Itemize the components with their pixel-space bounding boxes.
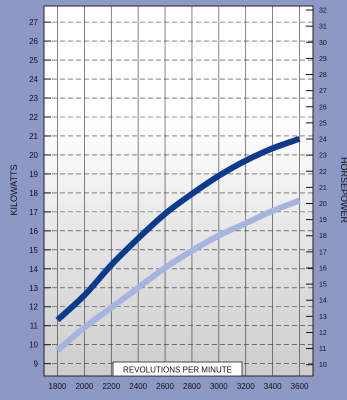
y-tick-label: 27 xyxy=(29,18,38,27)
y2-tick-label: 25 xyxy=(319,120,327,127)
y2-tick-label: 26 xyxy=(319,104,327,111)
series-line-2 xyxy=(55,197,301,353)
y2-tick-label: 22 xyxy=(319,169,327,176)
y-tick-label: 16 xyxy=(29,227,38,236)
grid xyxy=(44,6,313,376)
y2-tick-label: 18 xyxy=(319,233,327,240)
y2-tick-label: 17 xyxy=(319,249,327,256)
y2-tick-label: 32 xyxy=(319,8,327,15)
y-tick-label: 25 xyxy=(29,56,38,65)
y-axis-right: 10 11 12 13 14 15 16 17 18 19 20 21 22 23 24 25 26 27 28 29… xyxy=(306,8,327,369)
y2-tick-label: 12 xyxy=(319,330,327,337)
y-axis-title: KILOWATTS xyxy=(9,164,19,215)
y-tick-label: 22 xyxy=(29,113,38,122)
series-layer xyxy=(55,135,301,353)
x-tick-label: 1800 xyxy=(49,382,67,391)
y2-tick-label: 21 xyxy=(319,185,327,192)
y2-tick-label: 28 xyxy=(319,72,327,79)
x-tick-label: 2600 xyxy=(156,382,174,391)
x-tick-label: 2200 xyxy=(102,382,120,391)
y2-tick-label: 31 xyxy=(319,24,327,31)
x-tick-label: 3400 xyxy=(264,382,282,391)
y2-tick-label: 24 xyxy=(319,137,327,144)
x-tick-label: 3600 xyxy=(291,382,309,391)
y-tick-label: 20 xyxy=(29,151,38,160)
y-tick-label: 12 xyxy=(29,303,38,312)
y2-tick-label: 15 xyxy=(319,282,327,289)
y-tick-label: 10 xyxy=(29,341,38,350)
series-line-1 xyxy=(55,135,301,323)
x-axis: 1800 2000 2200 2400 2600 2800 3000 3200 3400 3600 xyxy=(49,382,309,391)
y2-tick-label: 10 xyxy=(319,362,327,369)
plot-area xyxy=(44,6,313,376)
y-tick-label: 15 xyxy=(29,246,38,255)
y-tick-label: 26 xyxy=(29,37,38,46)
y2-tick-label: 19 xyxy=(319,217,327,224)
y-tick-label: 24 xyxy=(29,75,38,84)
y-tick-label: 19 xyxy=(29,170,38,179)
y-axis-left: 9 10 11 12 13 14 15 16 17 18 19 20 21 22 23 24 25 26 27 xyxy=(29,18,51,369)
y-tick-label: 17 xyxy=(29,208,38,217)
y-tick-label: 13 xyxy=(29,284,38,293)
y-tick-label: 23 xyxy=(29,94,38,103)
y-tick-label: 21 xyxy=(29,132,38,141)
y2-tick-label: 11 xyxy=(319,346,326,353)
y2-tick-label: 16 xyxy=(319,265,327,272)
y-tick-label: 11 xyxy=(30,322,39,331)
x-tick-label: 3000 xyxy=(210,382,228,391)
y2-axis-title: HORSEPOWER xyxy=(339,157,347,224)
x-tick-label: 2800 xyxy=(183,382,201,391)
y2-tick-label: 23 xyxy=(319,153,327,160)
x-tick-label: 2000 xyxy=(75,382,93,391)
y2-tick-label: 30 xyxy=(319,40,327,47)
y2-tick-label: 27 xyxy=(319,88,327,95)
y2-tick-label: 13 xyxy=(319,314,327,321)
x-tick-label: 3200 xyxy=(237,382,255,391)
y2-tick-label: 14 xyxy=(319,298,327,305)
y2-tick-label: 20 xyxy=(319,201,327,208)
y-tick-label: 9 xyxy=(34,360,39,369)
x-axis-title-box xyxy=(112,361,243,377)
y-tick-label: 14 xyxy=(29,265,38,274)
y-tick-label: 18 xyxy=(29,189,38,198)
y2-tick-label: 29 xyxy=(319,56,327,63)
x-tick-label: 2400 xyxy=(129,382,147,391)
x-axis-title: REVOLUTIONS PER MINUTE xyxy=(123,366,232,375)
